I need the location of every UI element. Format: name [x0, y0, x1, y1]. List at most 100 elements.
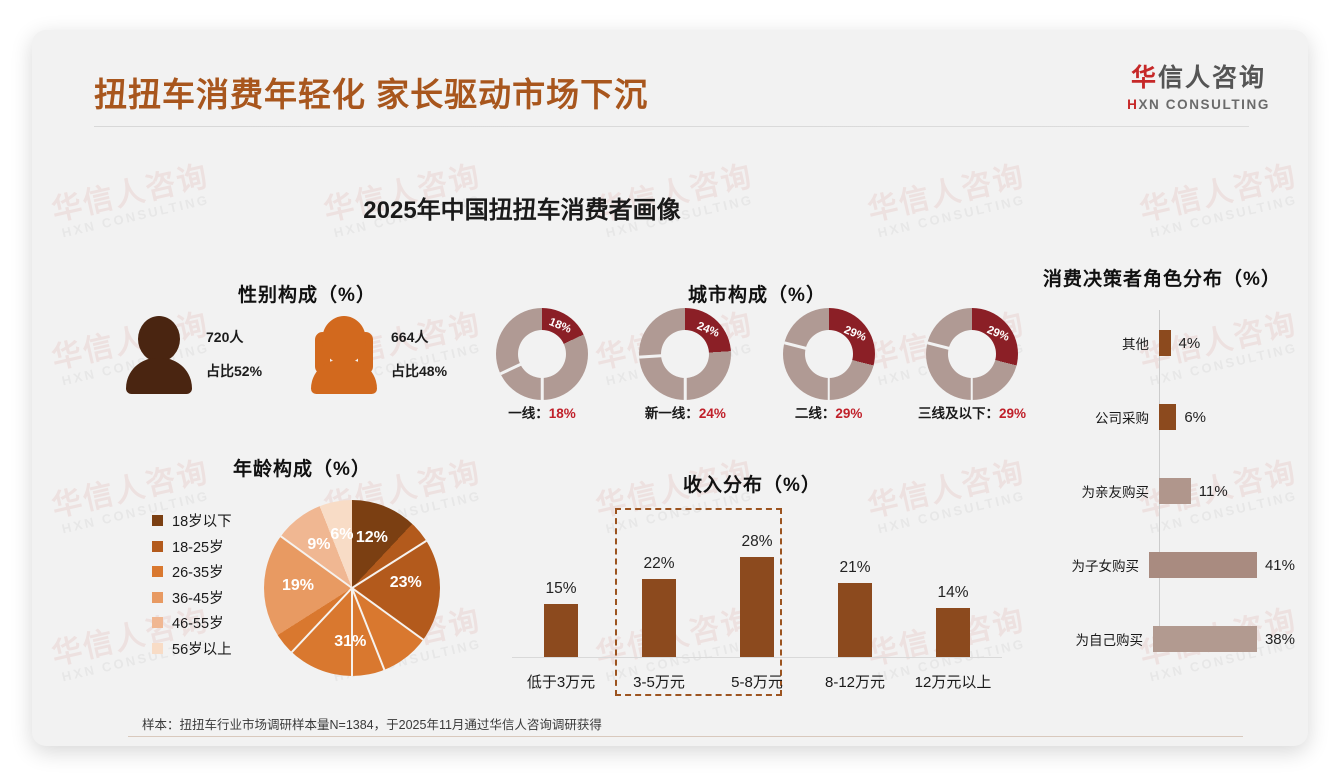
age-legend-item[interactable]: 36-45岁	[152, 585, 232, 611]
income-bar-value: 15%	[545, 580, 577, 598]
age-legend-item[interactable]: 56岁以上	[152, 636, 232, 662]
donut-ring: 24%	[639, 308, 732, 400]
donut-ring: 18%	[496, 308, 588, 400]
gender-count: 664人	[391, 329, 429, 346]
donut-separator	[540, 354, 544, 400]
income-bar-column[interactable]: 22% 3-5万元	[610, 508, 708, 698]
donut-separator	[684, 354, 687, 400]
income-bar-column[interactable]: 28% 5-8万元	[708, 508, 806, 698]
legend-swatch-icon	[152, 515, 163, 527]
income-bar-category: 低于3万元	[526, 674, 596, 691]
income-bar-category: 12万元以上	[914, 674, 992, 691]
role-label: 其他	[1122, 337, 1149, 352]
logo-english-text: HXN CONSULTING	[1127, 97, 1270, 112]
role-value: 41%	[1264, 556, 1295, 574]
gender-stats: 664人占比48%	[391, 321, 447, 388]
role-bar-row[interactable]: 为子女购买 41%	[1037, 552, 1295, 578]
city-donut: 29% 三线及以下：29%	[918, 308, 1026, 421]
donut-separator	[827, 354, 830, 400]
header: 扭扭车消费年轻化 家长驱动市场下沉 华信人咨询 HXN CONSULTING	[32, 30, 1308, 128]
legend-swatch-icon	[152, 642, 163, 654]
role-bar-row[interactable]: 为自己购买 38%	[1037, 626, 1295, 652]
income-bar-chart: 15% 低于3万元 22% 3-5万元 28% 5-8万元 21% 8-12万元 14% 12万元…	[512, 508, 1002, 698]
donut-caption-value: 24%	[698, 406, 726, 421]
pie-slice-label: 31%	[334, 632, 367, 650]
role-bar	[1149, 552, 1257, 578]
donut-caption-value: 29%	[998, 406, 1026, 421]
income-bar-column[interactable]: 21% 8-12万元	[806, 508, 904, 698]
sample-note: 样本：扭扭车行业市场调研样本量N=1384，于2025年11月通过华信人咨询调研…	[142, 718, 602, 732]
age-legend-item[interactable]: 18-25岁	[152, 534, 232, 560]
age-legend-label: 18岁以下	[172, 514, 232, 531]
role-value: 11%	[1198, 482, 1228, 500]
logo-cn-rest: 信人咨询	[1158, 64, 1267, 92]
infographic-card: 华信人咨询 HXN CONSULTING 华信人咨询 HXN CONSULTING 华信…	[32, 30, 1308, 746]
city-donut: 18% 一线：18%	[492, 308, 592, 421]
age-legend-item[interactable]: 26-35岁	[152, 559, 232, 585]
roles-section-title: 消费决策者角色分布（%）	[1043, 269, 1281, 290]
role-bar	[1159, 404, 1177, 430]
donut-value-label: 24%	[694, 320, 721, 340]
age-legend-label: 36-45岁	[172, 590, 224, 607]
logo-cn-highlight: 华	[1131, 64, 1159, 92]
age-legend-item[interactable]: 46-55岁	[152, 610, 232, 636]
age-legend-label: 56岁以上	[172, 641, 232, 658]
donut-caption: 一线：18%	[508, 402, 576, 422]
income-highlight-box	[615, 508, 782, 696]
income-bar	[642, 578, 676, 658]
income-section-title: 收入分布（%）	[683, 475, 821, 496]
income-bar	[936, 607, 970, 658]
income-bar	[838, 582, 872, 658]
income-bar-column[interactable]: 15% 低于3万元	[512, 508, 610, 698]
city-section-title: 城市构成（%）	[688, 285, 826, 306]
age-legend-item[interactable]: 18岁以下	[152, 508, 232, 534]
age-legend-label: 26-35岁	[172, 565, 224, 582]
role-bar-row[interactable]: 其他 4%	[1037, 330, 1295, 356]
donut-caption-value: 18%	[548, 406, 576, 421]
role-label: 为亲友购买	[1081, 485, 1150, 500]
legend-swatch-icon	[152, 566, 163, 578]
donut-caption-name: 三线及以下：	[917, 406, 999, 421]
page-title: 扭扭车消费年轻化 家长驱动市场下沉	[94, 76, 649, 113]
legend-swatch-icon	[152, 617, 163, 629]
role-bar-row[interactable]: 公司采购 6%	[1037, 404, 1295, 430]
footer-divider	[128, 736, 1243, 737]
age-legend-label: 46-55岁	[172, 616, 224, 633]
city-donut: 29% 二线：29%	[779, 308, 879, 421]
donut-caption-name: 二线：	[794, 406, 836, 421]
logo-en-highlight: H	[1127, 97, 1139, 112]
role-value: 38%	[1264, 630, 1295, 648]
age-legend-label: 18-25岁	[172, 539, 224, 556]
gender-count: 720人	[206, 329, 244, 346]
pie-slice-label: 6%	[330, 525, 354, 543]
pie-separator	[351, 588, 353, 676]
role-value: 6%	[1184, 408, 1207, 426]
income-axis-line	[512, 657, 1002, 658]
age-pie-chart: 12% 23% 31% 19% 9% 6%	[264, 500, 440, 676]
donut-separator	[499, 352, 543, 375]
donut-ring: 29%	[925, 308, 1018, 400]
donut-value-label: 29%	[985, 323, 1011, 344]
pie-slice-label: 19%	[282, 577, 315, 595]
donut-caption: 二线：29%	[795, 402, 863, 422]
role-bar	[1159, 330, 1171, 356]
role-bar-row[interactable]: 为亲友购买 11%	[1037, 478, 1295, 504]
income-bar-value: 21%	[839, 558, 871, 576]
gender-female-group: 664人占比48%	[307, 316, 447, 394]
gender-composition-chart: 720人 占比52% 664人占比48%	[122, 278, 492, 403]
income-bar-value: 14%	[937, 583, 969, 601]
gender-stats: 720人 占比52%	[206, 321, 262, 388]
role-bar	[1159, 478, 1191, 504]
female-silhouette-icon	[307, 316, 381, 394]
gender-share: 占比48%	[391, 363, 448, 379]
income-bar-value: 22%	[643, 554, 675, 572]
donut-separator	[970, 354, 974, 400]
donut-caption: 三线及以下：29%	[918, 402, 1026, 422]
logo-chinese-text: 华信人咨询	[1127, 58, 1270, 94]
legend-swatch-icon	[152, 591, 163, 603]
income-bar-column[interactable]: 14% 12万元以上	[904, 508, 1002, 698]
donut-separator	[927, 341, 973, 356]
donut-caption-value: 29%	[835, 406, 863, 421]
pie-slice-label: 12%	[355, 528, 388, 546]
